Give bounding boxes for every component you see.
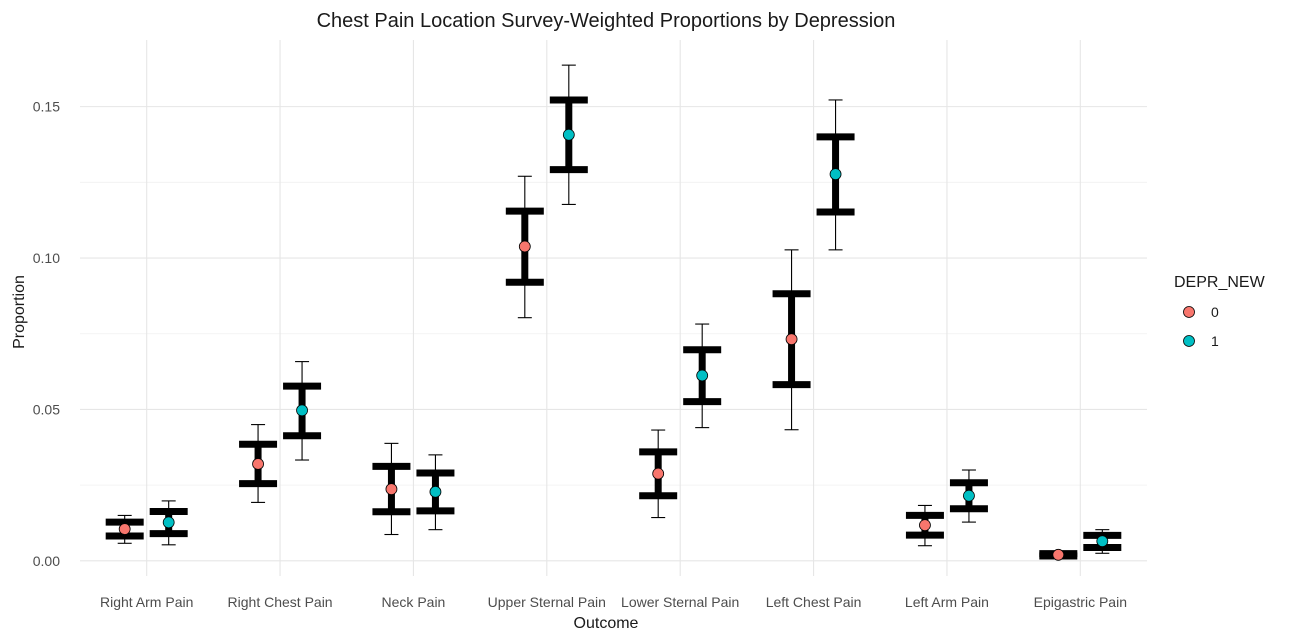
x-tick-label: Epigastric Pain bbox=[1034, 594, 1127, 610]
data-point bbox=[118, 523, 131, 535]
error-group bbox=[1039, 548, 1078, 561]
x-tick-label: Right Chest Pain bbox=[228, 594, 333, 610]
data-point bbox=[296, 404, 308, 417]
error-group bbox=[905, 504, 944, 547]
x-tick-labels: Right Arm Pain Right Chest Pain Neck Pain U… bbox=[100, 594, 1127, 610]
data-point bbox=[785, 333, 798, 346]
data-point bbox=[963, 489, 975, 502]
data-point bbox=[919, 519, 931, 532]
error-group bbox=[683, 323, 722, 429]
error-group bbox=[1083, 529, 1122, 554]
x-tick-label: Left Arm Pain bbox=[905, 594, 989, 610]
error-group bbox=[149, 500, 188, 546]
data-point bbox=[696, 369, 709, 382]
chart-title: Chest Pain Location Survey-Weighted Prop… bbox=[317, 10, 896, 32]
error-group bbox=[239, 424, 278, 503]
x-axis-title: Outcome bbox=[574, 615, 639, 632]
y-tick-label: 0.10 bbox=[33, 250, 60, 266]
error-group bbox=[549, 64, 588, 205]
error-group bbox=[372, 442, 411, 536]
legend-label: 1 bbox=[1211, 333, 1219, 349]
legend-key bbox=[1183, 335, 1195, 347]
error-group bbox=[283, 361, 322, 461]
error-group bbox=[949, 469, 988, 523]
data-point bbox=[829, 168, 842, 181]
x-tick-label: Left Chest Pain bbox=[766, 594, 862, 610]
x-tick-label: Lower Sternal Pain bbox=[621, 594, 739, 610]
data-point bbox=[252, 458, 264, 470]
data-point bbox=[385, 483, 398, 495]
y-axis-title: Proportion bbox=[11, 275, 28, 349]
x-tick-label: Neck Pain bbox=[382, 594, 446, 610]
legend-title: DEPR_NEW bbox=[1174, 274, 1266, 291]
data-point bbox=[1096, 535, 1109, 548]
x-tick-label: Right Arm Pain bbox=[100, 594, 193, 610]
chart-marks bbox=[105, 64, 1122, 561]
data-point bbox=[1052, 548, 1065, 561]
legend-label: 0 bbox=[1211, 304, 1219, 320]
y-tick-label: 0.00 bbox=[33, 553, 60, 569]
error-group bbox=[105, 514, 144, 544]
legend: DEPR_NEW 0 1 bbox=[1174, 274, 1266, 349]
y-tick-labels: 0.00 0.05 0.10 0.15 bbox=[33, 99, 60, 569]
x-tick-label: Upper Sternal Pain bbox=[488, 594, 606, 610]
grid bbox=[80, 40, 1147, 576]
data-point bbox=[429, 485, 442, 498]
legend-key bbox=[1183, 306, 1195, 318]
error-group bbox=[416, 454, 455, 531]
error-group bbox=[816, 99, 855, 251]
error-group bbox=[639, 429, 678, 519]
data-point bbox=[652, 467, 665, 480]
y-tick-label: 0.15 bbox=[33, 99, 60, 115]
data-point bbox=[562, 128, 575, 141]
y-tick-label: 0.05 bbox=[33, 401, 60, 417]
error-group bbox=[505, 175, 544, 319]
error-group bbox=[772, 249, 811, 431]
data-point bbox=[518, 240, 531, 253]
data-point bbox=[162, 516, 175, 529]
